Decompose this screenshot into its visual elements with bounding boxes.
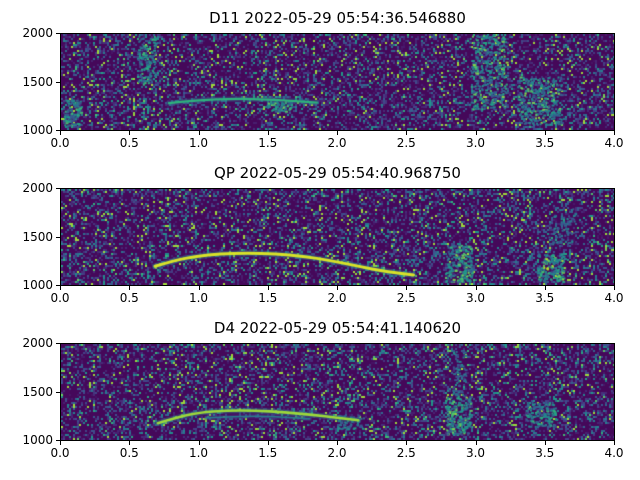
x-tick-label: 0.0 xyxy=(50,446,70,460)
spectrogram-axes-d4 xyxy=(60,343,615,441)
x-tick-mark xyxy=(337,286,338,290)
x-tick-mark xyxy=(475,131,477,135)
x-tick-label: 4.0 xyxy=(604,136,624,150)
y-tick-label: 1000 xyxy=(22,123,53,137)
x-tick-label: 0.0 xyxy=(50,136,70,150)
x-tick-mark xyxy=(60,286,61,290)
x-tick-mark xyxy=(337,441,338,445)
x-tick-mark xyxy=(406,441,408,445)
x-tick-label: 2.5 xyxy=(396,446,416,460)
x-tick-label: 2.5 xyxy=(396,136,416,150)
x-tick-mark xyxy=(406,286,408,290)
spectrogram-canvas xyxy=(61,34,614,130)
y-tick-label: 1500 xyxy=(22,74,53,89)
y-tick-label: 1000 xyxy=(22,433,53,447)
x-tick-label: 3.0 xyxy=(465,446,486,460)
x-tick-mark xyxy=(544,286,546,290)
x-tick-mark xyxy=(544,441,546,445)
x-tick-mark xyxy=(129,286,131,290)
x-tick-mark xyxy=(198,441,200,445)
x-tick-label: 3.0 xyxy=(465,136,486,150)
spectrogram-axes-d11 xyxy=(60,33,615,131)
plot-title: D4 2022-05-29 05:54:41.140620 xyxy=(213,319,462,337)
plot-title: D11 2022-05-29 05:54:36.546880 xyxy=(209,9,466,27)
y-tick-label: 1000 xyxy=(22,278,53,292)
spectrogram-canvas xyxy=(61,189,614,285)
x-tick-label: 2.0 xyxy=(327,136,347,150)
x-tick-mark xyxy=(406,131,408,135)
x-tick-mark xyxy=(129,441,131,445)
x-tick-label: 2.5 xyxy=(396,291,416,305)
x-tick-mark xyxy=(337,131,338,135)
x-tick-label: 4.0 xyxy=(604,446,624,460)
x-tick-mark xyxy=(614,441,615,445)
x-tick-label: 3.5 xyxy=(535,291,555,305)
x-tick-label: 0.5 xyxy=(119,291,139,305)
x-tick-label: 3.0 xyxy=(465,291,486,305)
x-tick-mark xyxy=(129,131,131,135)
x-tick-mark xyxy=(267,286,269,290)
x-tick-mark xyxy=(60,131,61,135)
spectrogram-canvas xyxy=(61,344,614,440)
x-tick-label: 2.0 xyxy=(327,446,347,460)
x-tick-mark xyxy=(614,286,615,290)
x-tick-mark xyxy=(544,131,546,135)
x-tick-label: 4.0 xyxy=(604,291,624,305)
x-tick-mark xyxy=(198,131,200,135)
spectrogram-axes-qp xyxy=(60,188,615,286)
x-tick-label: 0.5 xyxy=(119,446,139,460)
x-tick-label: 3.5 xyxy=(535,136,555,150)
subplot-d4: D4 2022-05-29 05:54:41.140620 2000 1500 10… xyxy=(0,318,640,473)
x-tick-label: 1.0 xyxy=(188,291,209,305)
plot-title: QP 2022-05-29 05:54:40.968750 xyxy=(214,164,461,182)
x-tick-label: 1.5 xyxy=(258,136,278,150)
y-tick-label: 2000 xyxy=(22,181,53,195)
y-tick-label: 2000 xyxy=(22,336,53,350)
x-tick-label: 1.5 xyxy=(258,291,278,305)
x-tick-label: 1.5 xyxy=(258,446,278,460)
x-tick-mark xyxy=(198,286,200,290)
x-tick-mark xyxy=(475,441,477,445)
y-tick-label: 1500 xyxy=(22,229,53,244)
x-tick-label: 1.0 xyxy=(188,136,209,150)
x-tick-mark xyxy=(60,441,61,445)
x-tick-mark xyxy=(267,131,269,135)
x-tick-mark xyxy=(267,441,269,445)
x-tick-label: 0.0 xyxy=(50,291,70,305)
y-tick-label: 1500 xyxy=(22,384,53,399)
x-tick-label: 1.0 xyxy=(188,446,209,460)
x-tick-mark xyxy=(614,131,615,135)
x-tick-label: 2.0 xyxy=(327,291,347,305)
subplot-d11: D11 2022-05-29 05:54:36.546880 2000 1500 1… xyxy=(0,8,640,163)
x-tick-label: 0.5 xyxy=(119,136,139,150)
x-tick-label: 3.5 xyxy=(535,446,555,460)
x-tick-mark xyxy=(475,286,477,290)
subplot-qp: QP 2022-05-29 05:54:40.968750 2000 1500 10… xyxy=(0,163,640,318)
y-tick-label: 2000 xyxy=(22,26,53,40)
